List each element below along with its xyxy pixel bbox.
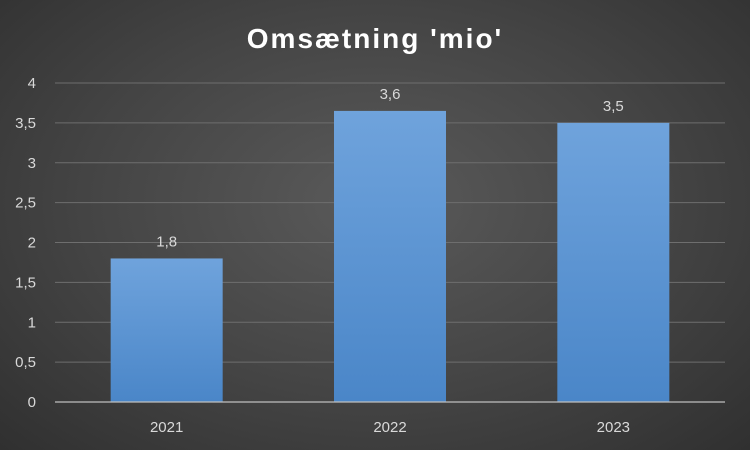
data-labels: 1,8 3,6 3,5 (156, 86, 624, 251)
x-axis-ticks: 2021 2022 2023 (150, 419, 630, 436)
y-tick-label: 0,5 (15, 354, 36, 371)
bars (110, 110, 670, 402)
data-label-2022: 3,6 (380, 86, 401, 103)
x-tick-label-2023: 2023 (597, 419, 630, 436)
bar-2022 (334, 110, 446, 402)
y-tick-label: 2 (28, 235, 36, 252)
x-tick-label-2021: 2021 (150, 419, 183, 436)
y-tick-label: 0 (28, 394, 36, 411)
bar-2021 (110, 258, 223, 402)
data-label-2023: 3,5 (603, 98, 624, 115)
x-tick-label-2022: 2022 (373, 419, 406, 436)
y-tick-label: 1,5 (15, 274, 36, 291)
data-label-2021: 1,8 (156, 233, 177, 250)
y-tick-label: 2,5 (15, 195, 36, 212)
y-axis-ticks: 0 0,5 1 1,5 2 2,5 3 3,5 4 (15, 75, 36, 411)
y-tick-label: 4 (28, 75, 36, 92)
y-tick-label: 1 (28, 314, 36, 331)
bar-2023 (557, 122, 670, 402)
chart-title: Omsætning 'mio' (247, 23, 503, 54)
y-tick-label: 3 (28, 155, 36, 172)
y-tick-label: 3,5 (15, 115, 36, 132)
